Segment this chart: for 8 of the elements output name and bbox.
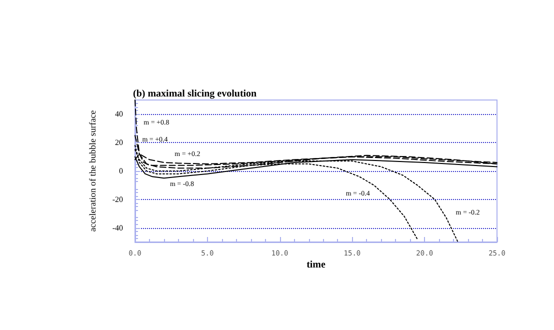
x-axis-title: time [306,260,326,270]
y-axis-title: acceleration of the bubble surface [88,110,98,232]
chart-title: (b) maximal slicing evolution [133,88,258,100]
y-tick-label: -20 [112,194,123,204]
y-tick-label: 0 [119,166,123,176]
y-tick-label: -40 [112,223,123,232]
y-tick-label: 20 [115,138,123,148]
y-tick-label: 40 [115,110,123,119]
